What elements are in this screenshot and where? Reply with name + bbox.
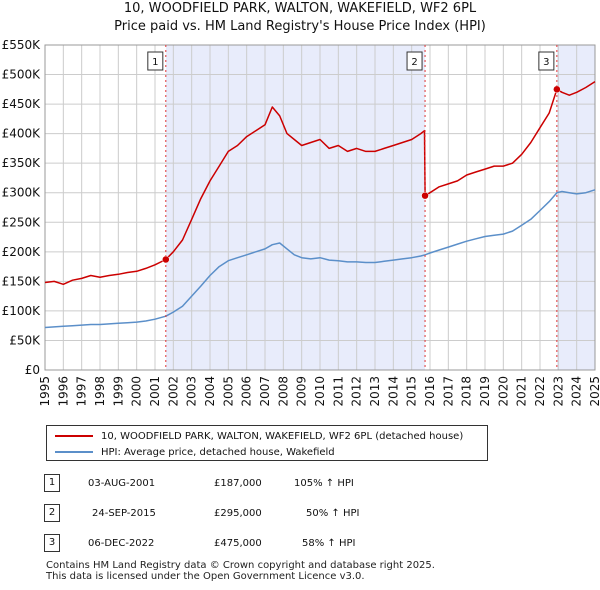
sale-point [553, 85, 561, 94]
sale-number-box [538, 51, 555, 71]
y-tick-label: £100K [2, 304, 42, 318]
x-tick-label: 2009 [295, 376, 309, 407]
legend-swatch-property [55, 435, 93, 437]
x-tick-label: 2019 [478, 376, 492, 407]
x-tick-label: 2000 [130, 376, 144, 407]
chart-subtitle: Price paid vs. HM Land Registry's House … [114, 19, 486, 34]
sale-date: 24-SEP-2015 [92, 507, 156, 519]
legend-swatch-hpi [55, 451, 93, 453]
sale-number-label: 2 [411, 57, 417, 68]
x-tick-label: 2014 [386, 376, 400, 407]
x-tick-label: 2021 [515, 376, 529, 407]
sale-hpi-change: 50% ↑ HPI [306, 507, 360, 519]
y-tick-label: £50K [9, 333, 41, 347]
footer-licence: This data is licensed under the Open Gov… [46, 571, 365, 582]
x-tick-label: 2004 [203, 376, 217, 407]
x-tick-label: 2010 [313, 376, 327, 407]
sale-number-badge: 2 [44, 504, 60, 522]
sale-number-box [406, 51, 423, 71]
sale-number-badge: 3 [44, 534, 60, 552]
x-tick-label: 2016 [423, 376, 437, 407]
sale-hpi-change: 105% ↑ HPI [294, 477, 354, 489]
x-tick-label: 2017 [441, 376, 455, 407]
y-tick-label: £0 [25, 363, 40, 377]
sale-point [421, 191, 429, 200]
sale-number-label: 1 [152, 57, 158, 68]
x-tick-label: 2003 [185, 376, 199, 407]
x-tick-label: 2013 [368, 376, 382, 407]
x-tick-label: 2005 [221, 376, 235, 407]
legend-item-property: 10, WOODFIELD PARK, WALTON, WAKEFIELD, W… [55, 428, 463, 444]
y-tick-label: £350K [2, 156, 42, 170]
sale-hpi-change: 58% ↑ HPI [302, 537, 356, 549]
sale-price: £295,000 [214, 507, 262, 519]
y-tick-label: £450K [2, 97, 42, 111]
table-row: 3 06-DEC-2022 £475,000 58% ↑ HPI [44, 534, 464, 552]
sale-point [162, 255, 170, 264]
y-tick-label: £250K [2, 215, 42, 229]
x-tick-label: 2022 [533, 376, 547, 407]
legend-label-property: 10, WOODFIELD PARK, WALTON, WAKEFIELD, W… [101, 430, 464, 442]
x-tick-label: 1998 [93, 376, 107, 407]
price-chart: £0 £50K £100K £150K £200K £250K £300K £350K £400… [2, 38, 600, 407]
ownership-period-shading [166, 45, 426, 370]
table-row: 1 03-AUG-2001 £187,000 105% ↑ HPI [44, 474, 464, 492]
x-tick-label: 1999 [111, 376, 125, 407]
x-tick-label: 2006 [240, 376, 254, 407]
footer-copyright: Contains HM Land Registry data © Crown c… [46, 560, 435, 571]
legend-item-hpi: HPI: Average price, detached house, Wake… [55, 444, 335, 460]
x-tick-label: 2024 [570, 376, 584, 407]
footer: Contains HM Land Registry data © Crown c… [46, 560, 435, 582]
plot-frame [44, 44, 596, 371]
sale-price: £187,000 [214, 477, 262, 489]
x-tick-label: 2025 [588, 376, 600, 407]
sale-date: 06-DEC-2022 [88, 537, 155, 549]
ownership-period-shading [557, 45, 595, 370]
x-tick-label: 2001 [148, 376, 162, 407]
x-tick-label: 1996 [56, 376, 70, 407]
sale-date: 03-AUG-2001 [88, 477, 156, 489]
y-tick-label: £200K [2, 245, 42, 259]
y-tick-label: £300K [2, 186, 42, 200]
property-price-line [44, 80, 596, 286]
x-tick-label: 2012 [350, 376, 364, 407]
y-tick-label: £400K [2, 127, 42, 141]
x-tick-label: 2011 [331, 376, 345, 407]
legend-label-hpi: HPI: Average price, detached house, Wake… [101, 446, 335, 458]
table-row: 2 24-SEP-2015 £295,000 50% ↑ HPI [44, 504, 464, 522]
y-tick-label: £550K [2, 38, 42, 52]
x-tick-label: 2015 [405, 376, 419, 407]
x-tick-label: 2020 [496, 376, 510, 407]
sale-number-box [147, 51, 164, 71]
x-tick-label: 1995 [38, 376, 52, 407]
x-tick-label: 2018 [460, 376, 474, 407]
x-tick-label: 1997 [75, 376, 89, 407]
x-tick-label: 2007 [258, 376, 272, 407]
y-tick-label: £150K [2, 274, 42, 288]
x-tick-label: 2008 [276, 376, 290, 407]
x-tick-label: 2002 [166, 376, 180, 407]
legend: 10, WOODFIELD PARK, WALTON, WAKEFIELD, W… [46, 425, 488, 461]
sale-number-label: 3 [543, 57, 549, 68]
sale-number-badge: 1 [44, 474, 60, 492]
x-tick-label: 2023 [551, 376, 565, 407]
hpi-line [44, 189, 596, 329]
sale-price: £475,000 [214, 537, 262, 549]
chart-title: 10, WOODFIELD PARK, WALTON, WAKEFIELD, W… [123, 1, 477, 16]
y-tick-label: £500K [2, 68, 42, 82]
